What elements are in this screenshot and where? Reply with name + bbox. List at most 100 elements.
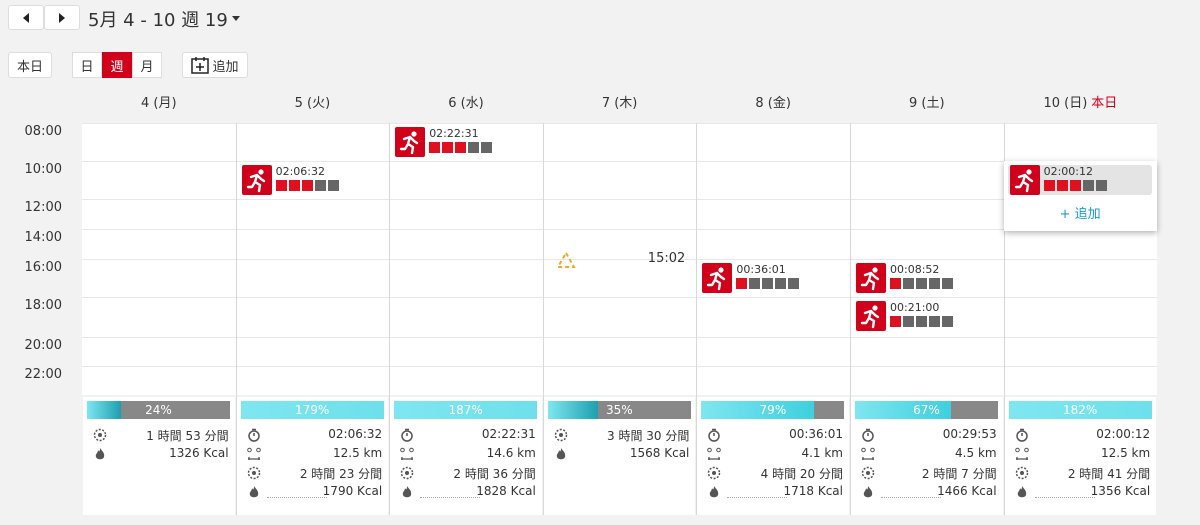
- progress-label: 67%: [913, 403, 940, 417]
- intensity-empty: [903, 278, 914, 289]
- intensity-empty: [916, 316, 927, 327]
- day-summary: 67% 00:29:53 4.5 km 2 時間 7 分間 1466 Kcal: [851, 397, 1003, 515]
- stat-time: 02:22:31: [481, 427, 536, 441]
- view-button[interactable]: 月: [132, 52, 162, 78]
- row-line: [82, 123, 1157, 124]
- event[interactable]: 02:22:31: [393, 127, 537, 157]
- event[interactable]: 00:36:01: [700, 263, 844, 293]
- column-line: [235, 123, 237, 515]
- progress-label: 179%: [294, 403, 330, 417]
- stat-sleep: 3 時間 30 分間: [607, 429, 690, 443]
- row-line: [82, 161, 1157, 162]
- intensity-filled: [1056, 180, 1068, 191]
- intensity-empty: [942, 278, 953, 289]
- event[interactable]: 00:08:52: [854, 263, 998, 293]
- stat-distance: 12.5 km: [333, 446, 383, 460]
- view-button[interactable]: 日: [72, 52, 102, 78]
- stat-sleep: 4 時間 20 分間: [760, 467, 843, 481]
- prev-button[interactable]: [8, 5, 44, 30]
- day-summary: 35% 3 時間 30 分間 1568 Kcal: [543, 397, 696, 515]
- stat-icon: [554, 427, 568, 442]
- stat-icon: [247, 484, 261, 498]
- progress-label: 24%: [145, 403, 172, 417]
- calorie-underline: [266, 497, 327, 498]
- calorie-underline: [420, 497, 481, 498]
- stat-calories: 1828 Kcal: [476, 484, 536, 498]
- stat-icon: [707, 427, 721, 442]
- day-label: 7 (木): [601, 96, 638, 111]
- day-header: 5 (火): [236, 92, 390, 111]
- stat-calories: 1718 Kcal: [783, 484, 843, 498]
- event-icon: [856, 301, 886, 335]
- intensity-empty: [788, 278, 800, 289]
- calorie-underline: [881, 497, 941, 498]
- stat-icon: [400, 446, 414, 460]
- progress-bar: 67%: [855, 401, 998, 419]
- stat-icon: [707, 446, 722, 460]
- stat-icon: [861, 446, 875, 460]
- stat-icon: [1015, 465, 1029, 480]
- event-duration: 00:08:52: [890, 263, 940, 276]
- event[interactable]: 02:06:32: [240, 165, 384, 195]
- intensity-empty: [314, 180, 326, 191]
- intensity-empty: [762, 278, 774, 289]
- column-line: [696, 123, 698, 515]
- column-line: [389, 123, 391, 515]
- stat-icon: [246, 446, 261, 460]
- stat-icon: [554, 446, 568, 460]
- stat-calories: 1326 Kcal: [169, 446, 229, 460]
- calorie-underline: [1034, 497, 1095, 498]
- stat-calories: 1790 Kcal: [322, 484, 383, 498]
- stat-distance: 4.5 km: [955, 446, 997, 460]
- event-duration: 02:22:31: [429, 127, 479, 140]
- stat-sleep: 2 時間 41 分間: [1067, 467, 1151, 481]
- row-line: [82, 366, 1157, 367]
- day-label: 6 (水): [448, 96, 484, 111]
- progress-fill: [1008, 401, 1152, 419]
- intensity-empty: [903, 316, 914, 327]
- stat-icon: [1015, 427, 1029, 442]
- add-button[interactable]: 追加: [182, 52, 248, 78]
- event-duration: 02:00:12: [1043, 165, 1093, 178]
- stat-sleep: 2 時間 23 分間: [299, 467, 383, 481]
- progress-fill: [87, 401, 122, 419]
- progress-label: 79%: [759, 403, 787, 417]
- stat-icon: [400, 484, 414, 498]
- next-button[interactable]: [44, 5, 80, 30]
- stat-icon: [707, 465, 721, 480]
- range-dropdown[interactable]: 5月 4 - 10 週 19: [88, 6, 240, 32]
- event-duration: 02:06:32: [275, 165, 325, 178]
- time-label: 16:00: [24, 260, 62, 275]
- view-switch: 日週月: [72, 52, 162, 78]
- view-button[interactable]: 週: [102, 52, 132, 78]
- stat-time: 00:29:53: [942, 427, 997, 441]
- progress-fill: [394, 401, 538, 419]
- stat-time: 00:36:01: [789, 427, 843, 441]
- event[interactable]: 00:21:00: [854, 301, 998, 331]
- intensity-filled: [455, 142, 467, 153]
- popup-add-button[interactable]: + 追加: [1059, 207, 1101, 222]
- today-button[interactable]: 本日: [8, 52, 52, 78]
- time-label: 10:00: [24, 162, 62, 177]
- day-label: 4 (月): [141, 96, 177, 111]
- stat-icon: [93, 427, 107, 442]
- column-line: [1003, 123, 1005, 515]
- day-label: 8 (金): [755, 96, 791, 111]
- day-header: 8 (金): [696, 92, 850, 111]
- stat-icon: [861, 465, 875, 480]
- stat-icon: [93, 446, 107, 460]
- stat-icon: [861, 484, 875, 498]
- intensity-empty: [929, 278, 940, 289]
- day-summary: 187% 02:22:31 14.6 km 2 時間 36 分間 1828 Kcal: [390, 397, 542, 515]
- stat-icon: [247, 427, 261, 442]
- day-summary: 179% 02:06:32 12.5 km 2 時間 23 分間 1790 Kcal: [236, 397, 389, 515]
- day-summary: 182% 02:00:12 12.5 km 2 時間 41 分間 1356 Kcal: [1004, 397, 1157, 515]
- intensity-empty: [942, 316, 953, 327]
- progress-bar: 24%: [87, 401, 230, 419]
- progress-label: 35%: [605, 403, 633, 417]
- progress-fill: [855, 401, 951, 419]
- stat-icon: [1015, 484, 1029, 498]
- event[interactable]: 02:00:12: [1007, 165, 1152, 195]
- stat-distance: 14.6 km: [486, 446, 536, 460]
